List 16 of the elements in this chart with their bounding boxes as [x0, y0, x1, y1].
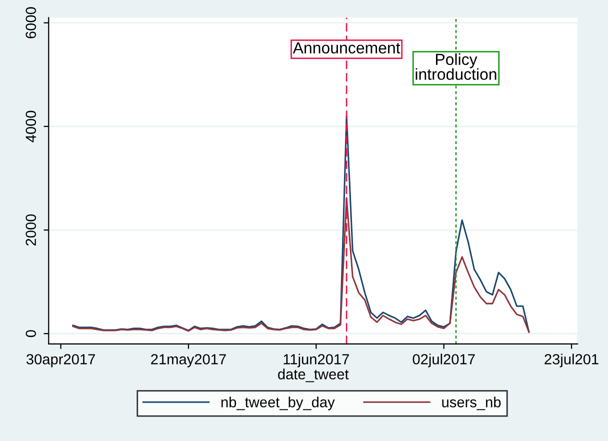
x-tick-label: 30apr2017 [26, 354, 95, 368]
x-axis-title: date_tweet [278, 368, 349, 382]
x-tick-label: 11jun2017 [284, 354, 349, 368]
ref-line-label: Policy introduction [416, 53, 496, 80]
line-series [72, 197, 530, 333]
y-tick-label: 2000 [26, 214, 36, 246]
y-tick-label: 0 [26, 330, 36, 338]
y-tick-label: 4000 [26, 110, 36, 142]
ref-line-label: Announcement [292, 42, 400, 54]
legend-label: users_nb [442, 396, 501, 410]
x-tick-label: 23jul201 [544, 354, 598, 368]
y-tick-label: 6000 [26, 7, 36, 38]
line-series [72, 115, 530, 333]
x-tick-label: 21may2017 [151, 354, 226, 368]
legend-label: nb_tweet_by_day [221, 396, 335, 410]
x-tick-label: 02jul2017 [412, 354, 475, 368]
